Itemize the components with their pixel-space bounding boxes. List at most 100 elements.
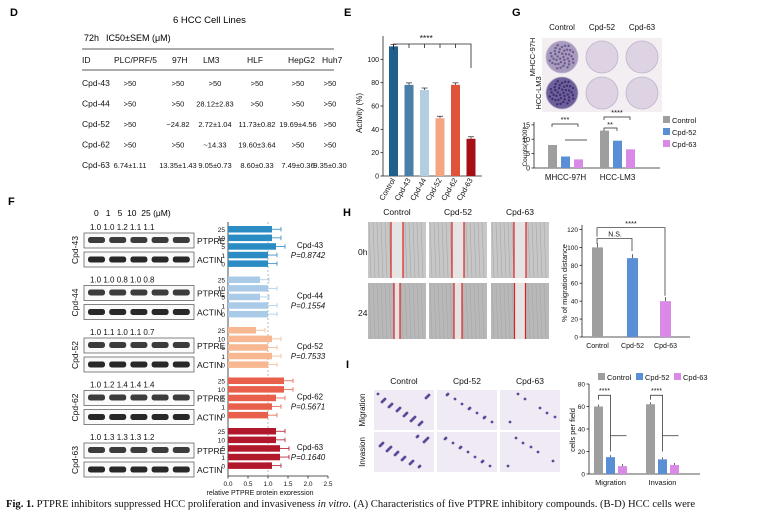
significance-label: *** [561,115,570,124]
band-actin [151,361,169,368]
y-tick-label: 5 [221,396,225,403]
legend-label: Control [607,373,632,382]
colony-dot [563,85,566,88]
x-tick-label: 1.0 [263,481,272,488]
cell-dot [393,453,397,457]
culture-plate [585,76,619,110]
group-label: Cpd-52 [297,342,324,351]
transwell-row-label: Invasion [358,437,367,467]
cell-texture [376,282,380,340]
significance-label: **** [625,219,637,228]
y-tick-label: 0 [221,362,225,369]
table-cell: 13.35±1.43 [159,161,196,170]
cell-dot [523,397,527,401]
bar-dose-1 [228,403,272,410]
band-actin [130,256,148,263]
band-ptpre [172,289,190,296]
cell-texture [416,221,420,279]
cell-dot [408,462,412,466]
colony-dot [571,50,575,54]
band-ptpre [130,237,148,243]
colony-dot [549,51,552,55]
y-tick-label: 120 [567,227,578,234]
cell-texture [412,282,416,340]
cell-texture [539,282,543,340]
table-cell: >50 [124,141,137,150]
table-header-cell: HepG2 [288,55,315,65]
bar-cpd-63 [660,301,671,337]
wound-gap [514,222,526,278]
bar-cpd-52 [613,140,622,168]
band-actin [88,361,105,368]
table-cell: 6.74±1.11 [114,161,147,170]
band-actin [109,309,127,315]
colony-dot [571,93,575,97]
transwell-image [437,390,497,430]
table-cell: 2.72±1.04 [198,120,231,129]
x-tick-label: MHCC-97H [545,173,587,182]
y-tick-label: 0 [221,261,225,268]
colony-dot [550,55,553,58]
colony-dot [556,55,559,58]
y-tick-label: 20 [571,317,579,324]
bar-dose-25 [228,377,284,384]
bar-dose-1 [228,251,268,259]
band-ptpre [88,237,105,243]
x-tick-label: 2.5 [323,481,332,488]
band-ptpre [88,289,105,296]
bar-dose-5 [228,243,276,250]
cell-texture [473,221,477,279]
bar-dose-25 [228,226,272,233]
transwell-image [374,432,434,472]
colony-dot [561,88,564,91]
cell-dot [466,450,470,454]
cell-dot [475,411,479,415]
cell-texture [388,282,392,340]
caption-text-a: PTPRE inhibitors suppressed HCC prolifer… [36,499,315,510]
x-tick-label: Cpd-52 [621,343,644,350]
cell-dot [458,446,462,450]
cell-texture [481,221,485,279]
cell-dot [545,411,549,415]
colony-dot [572,61,575,64]
legend-label: Cpd-52 [645,373,670,382]
cell-texture [503,221,507,279]
table-title: 6 HCC Cell Lines [173,15,246,26]
y-axis-title: % of migration distance [560,244,569,322]
colony-dot [567,63,571,66]
legend-swatch [636,373,643,380]
bar-control [548,145,557,168]
culture-plate [625,76,659,110]
cell-dot [553,415,557,419]
y-tick-label: 25 [218,429,226,436]
colony-dot [570,55,573,58]
x-tick-label: 0.5 [243,481,252,488]
transwell-column-header: Cpd-52 [453,376,481,386]
y-tick-label: 5 [221,244,225,251]
cell-dot [480,460,484,464]
band-actin [109,466,127,473]
cell-texture [445,221,449,279]
caption-text-b: . (A) Characteristics of five PTPRE inhi… [348,499,696,510]
bar-dose-1 [228,302,268,309]
cell-texture [400,282,404,340]
colony-dot [559,102,562,105]
bar-dose-0 [228,411,268,419]
y-axis-title: Activity (%) [355,93,364,133]
cell-dot [490,420,494,424]
blot-ratios: 1.0 1.0 1.2 1.1 1.1 [90,223,155,232]
y-tick-label: 40 [371,127,379,134]
table-cell: >50 [292,100,305,109]
colony-dot [568,85,572,88]
band-actin [130,414,148,420]
cell-texture [477,282,481,340]
colony-dot [557,62,560,66]
bar-control [389,46,398,177]
cell-texture [404,221,408,279]
colony-dot [566,93,569,96]
colony-dot [566,66,569,69]
wound-column-header: Cpd-52 [444,207,472,217]
band-ptpre [151,447,169,453]
blot-protein-label: PTPRE [197,236,226,246]
cell-dot [424,396,428,400]
